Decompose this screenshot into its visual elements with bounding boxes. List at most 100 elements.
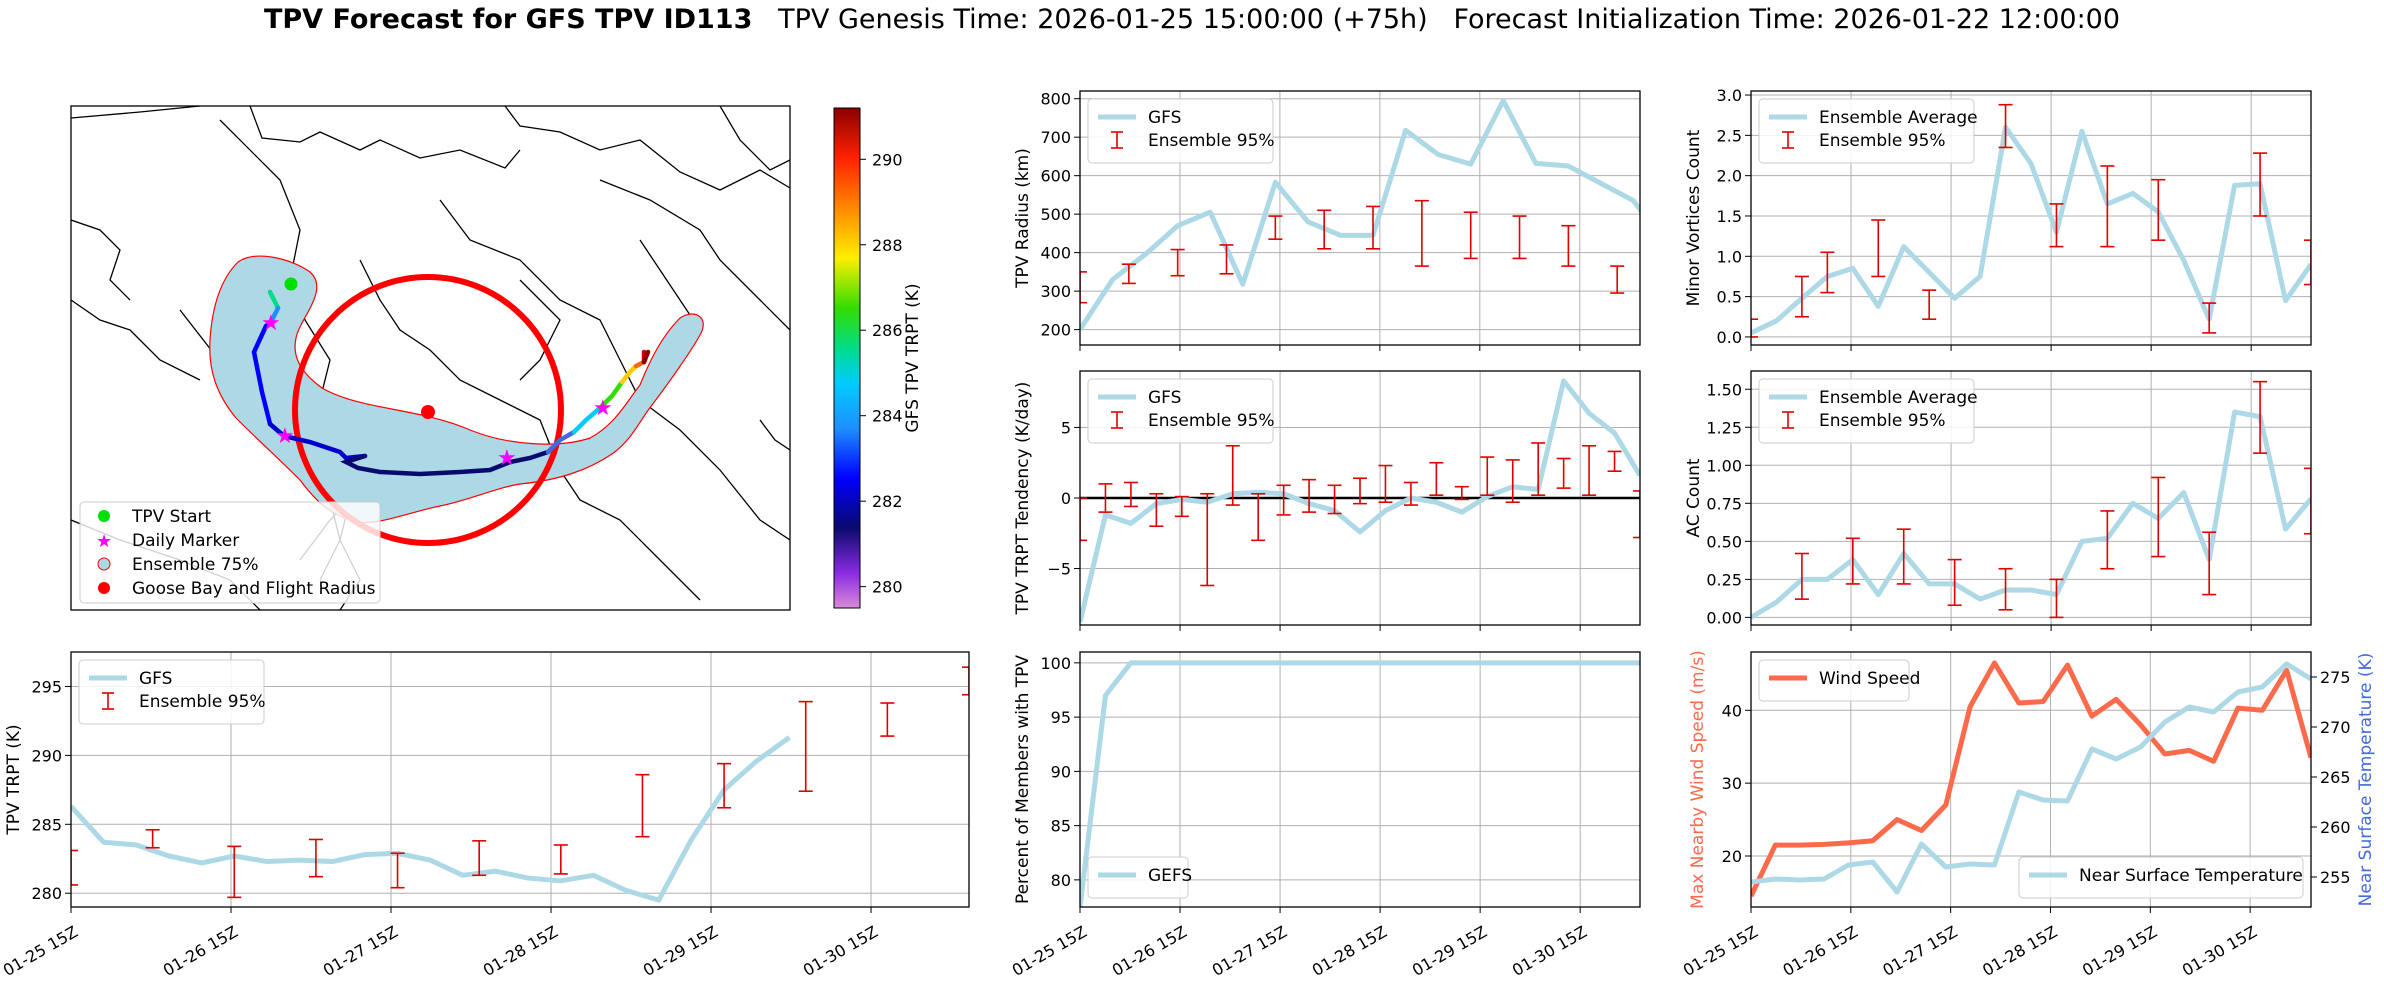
chart-frame [1079, 90, 1641, 346]
y-axis-label: TPV Radius (km) [1013, 148, 1033, 289]
y-tick-label: 0.25 [1706, 570, 1742, 589]
ac-count-chart: 0.00 0.25 0.50 0.75 1.00 1.25 1.50 AC Count Ense… [1684, 370, 2312, 631]
legend-box [1758, 659, 1910, 702]
minor-vortices-chart: 0.0 0.5 1.0 1.5 2.0 2.5 3.0 Minor Vortices Coun… [1684, 86, 2312, 351]
radius-chart: 200 300 400 500 600 700 800 TPV Radius (km) GFS E… [1013, 90, 1641, 351]
x-tick-label: 01-28 15Z [1979, 922, 2060, 980]
y-tick-label: 0.0 [1717, 328, 1742, 347]
ensemble-75-area [209, 255, 704, 524]
chart-frame [1750, 370, 2312, 626]
x-tick-label: 01-27 15Z [1879, 922, 1960, 980]
series-line-ensemble-average [1751, 409, 2311, 620]
series-line-ensemble-average [1751, 124, 2311, 336]
trpt-chart: 01-25 15Z 01-26 15Z 01-27 15Z 01-28 15Z 01-2… [0, 651, 970, 980]
chart-frame [70, 651, 970, 908]
colorbar-tick-label: 282 [872, 492, 903, 511]
map-panel: ★ ★ ★ ★ TPV Start ★ Daily Marker Ensembl… [70, 105, 923, 611]
chart-frame [1079, 651, 1641, 908]
y-tick-label: 5 [1061, 418, 1071, 437]
x-tick-label: 01-25 15Z [0, 922, 81, 980]
y-axis-label: Percent of Members with TPV [1013, 655, 1033, 904]
y-axis-label: Minor Vortices Count [1684, 129, 1704, 306]
legend-label: Ensemble Average [1819, 388, 1978, 408]
x-tick-label: 01-29 15Z [2079, 922, 2160, 980]
title-main: TPV Forecast for GFS TPV ID113 [263, 4, 753, 35]
legend-box [1758, 98, 1975, 164]
x-tick-label: 01-30 15Z [2179, 922, 2260, 980]
y-tick-label: 0.50 [1706, 532, 1742, 551]
y-tick-label: 285 [31, 815, 62, 834]
goose-bay-dot [421, 405, 435, 419]
legend-label: GEFS [1148, 866, 1192, 886]
y-tick-label: 20 [1722, 847, 1742, 866]
y2-tick-label: 270 [2320, 718, 2351, 737]
y-tick-label: 0.5 [1717, 288, 1742, 307]
legend-ensemble-label: Ensemble 75% [132, 555, 259, 575]
y-tick-label: 0.00 [1706, 608, 1742, 627]
legend-box [1087, 856, 1189, 899]
flight-radius-circle [292, 274, 564, 546]
x-tick-label: 01-25 15Z [1009, 922, 1090, 980]
title-init: Forecast Initialization Time: 2026-01-22… [1453, 4, 2121, 35]
y-tick-label: 500 [1040, 205, 1071, 224]
y-tick-label: 0 [1061, 489, 1071, 508]
x-tick-label: 01-26 15Z [1109, 922, 1190, 980]
y2-tick-label: 260 [2320, 818, 2351, 837]
y-tick-label: 2.5 [1717, 126, 1742, 145]
y-tick-label: 1.50 [1706, 380, 1742, 399]
x-tick-label: 01-26 15Z [160, 922, 241, 980]
y-tick-label: 600 [1040, 167, 1071, 186]
y-axis-label: TPV TRPT Tendency (K/day) [1013, 382, 1033, 616]
plot-area [71, 666, 969, 903]
map-legend: TPV Start ★ Daily Marker Ensemble 75% Go… [79, 501, 381, 604]
legend-marker-icon: ★ [96, 531, 112, 552]
y2-tick-label: 275 [2320, 668, 2351, 687]
y-tick-label: 85 [1051, 817, 1071, 836]
y-tick-label: 400 [1040, 244, 1071, 263]
y-tick-label: 295 [31, 677, 62, 696]
legend-label: Near Surface Temperature [2079, 866, 2303, 886]
plot-area [1080, 378, 1640, 623]
colorbar-tick-label: 280 [872, 578, 903, 597]
y-tick-label: 2.0 [1717, 167, 1742, 186]
x-tick-label: 01-25 15Z [1680, 922, 1761, 980]
svg-text:★: ★ [275, 424, 295, 449]
x-tick-label: 01-29 15Z [640, 922, 721, 980]
legend-start-icon [98, 510, 110, 522]
series-line-gfs [71, 735, 791, 903]
y-tick-label: 800 [1040, 90, 1071, 109]
x-tick-label: 01-30 15Z [1509, 922, 1590, 980]
legend-label: GFS [1148, 108, 1181, 128]
x-tick-label: 01-27 15Z [1209, 922, 1290, 980]
y-tick-label: 1.0 [1717, 247, 1742, 266]
x-tick-label: 01-26 15Z [1780, 922, 1861, 980]
legend-label: Wind Speed [1819, 669, 1920, 689]
y-axis-label: TPV TRPT (K) [4, 724, 24, 835]
plot-area [1080, 660, 1640, 907]
y-tick-label: −5 [1047, 560, 1071, 579]
y-tick-label: 290 [31, 746, 62, 765]
svg-text:★: ★ [497, 446, 517, 471]
y-tick-label: 200 [1040, 321, 1071, 340]
y-tick-label: 100 [1040, 654, 1071, 673]
x-tick-label: 01-27 15Z [320, 922, 401, 980]
y-tick-label: 40 [1722, 701, 1742, 720]
tpv-start-dot [284, 277, 298, 291]
y-tick-label: 90 [1051, 762, 1071, 781]
y2-tick-label: 255 [2320, 868, 2351, 887]
series-line-gfs [1080, 378, 1640, 623]
chart-frame [1750, 651, 2312, 908]
tpv-track [251, 289, 651, 477]
y-tick-label: 3.0 [1717, 86, 1742, 105]
series-line-gefs [1080, 660, 1640, 907]
y-tick-label: 280 [31, 884, 62, 903]
colorbar-tick-label: 288 [872, 236, 903, 255]
colorbar-tick-label: 290 [872, 150, 903, 169]
legend-marker-label: Daily Marker [132, 531, 239, 551]
y-axis-label: AC Count [1684, 458, 1704, 537]
legend-label: Ensemble 95% [1148, 411, 1275, 431]
title-genesis: TPV Genesis Time: 2026-01-25 15:00:00 (+… [778, 4, 1428, 35]
y-tick-label: 0.75 [1706, 494, 1742, 513]
legend-goosebay-label: Goose Bay and Flight Radius [132, 579, 376, 599]
